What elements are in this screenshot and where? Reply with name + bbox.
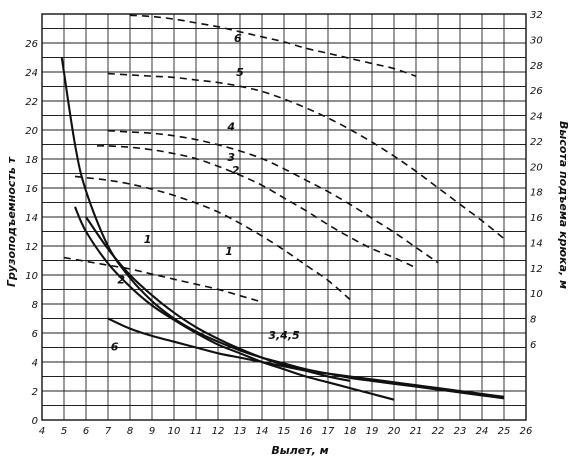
y-left-tick-label: 18 — [25, 155, 38, 166]
height-curve-2 — [74, 175, 351, 301]
y-right-tick-label: 28 — [530, 61, 543, 72]
y-left-tick-label: 14 — [25, 213, 38, 224]
y-right-tick-label: 18 — [530, 188, 543, 199]
series — [60, 14, 505, 401]
y-left-tick-label: 4 — [32, 358, 38, 369]
y-right-tick-label: 20 — [530, 162, 543, 173]
y-right-tick-label: 26 — [530, 86, 543, 97]
capacity-curve-3-4-5 — [60, 57, 505, 400]
height-curve-3 — [96, 145, 417, 269]
capacity-curve-2 — [74, 206, 395, 401]
y-left-tick-label: 8 — [32, 300, 38, 311]
y-right-tick-label: 24 — [530, 112, 543, 123]
y-right-axis-label: Высота подъема крюка, м — [557, 121, 570, 289]
x-tick-label: 7 — [105, 426, 112, 437]
capacity-curve-label: 2 — [117, 274, 125, 287]
x-tick-label: 18 — [344, 426, 357, 437]
y-left-tick-label: 20 — [25, 126, 38, 137]
x-tick-label: 23 — [454, 426, 467, 437]
x-tick-label: 15 — [278, 426, 291, 437]
y-left-axis-label: Грузоподъемность т — [5, 156, 18, 287]
height-curve-label: 5 — [236, 66, 244, 79]
x-tick-label: 20 — [388, 426, 401, 437]
y-right-tick-label: 12 — [530, 264, 543, 275]
y-right-tick-label: 30 — [530, 35, 543, 46]
x-tick-label: 24 — [476, 426, 489, 437]
x-tick-label: 25 — [498, 426, 511, 437]
x-tick-label: 19 — [366, 426, 379, 437]
y-left-tick-label: 12 — [25, 242, 38, 253]
capacity-curve-6 — [107, 317, 505, 398]
y-left-tick-label: 26 — [25, 39, 38, 50]
height-curve-label: 3 — [227, 151, 235, 164]
x-tick-label: 14 — [256, 426, 269, 437]
x-tick-label: 13 — [234, 426, 247, 437]
height-curve-1 — [63, 256, 263, 303]
x-tick-label: 10 — [168, 426, 181, 437]
x-tick-label: 22 — [432, 426, 445, 437]
x-tick-label: 17 — [322, 426, 335, 437]
capacity-curve-label: 1 — [144, 233, 152, 246]
x-tick-label: 16 — [300, 426, 313, 437]
x-tick-label: 9 — [149, 426, 155, 437]
y-left-tick-label: 22 — [25, 97, 38, 108]
height-curve-label: 6 — [234, 32, 242, 45]
x-tick-label: 8 — [127, 426, 133, 437]
height-curve-5 — [107, 72, 505, 240]
capacity-curve-label: 3,4,5 — [268, 329, 300, 342]
y-right-tick-label: 32 — [530, 10, 543, 21]
plot-frame — [41, 13, 527, 421]
x-tick-labels: 4 5 6 7 8 9 10 11 12 13 14 15 16 17 18 19 20 21 22 23 24 25 26 — [39, 426, 533, 437]
x-axis-label: Вылет, м — [271, 444, 328, 457]
height-curve-4 — [107, 129, 439, 264]
x-tick-label: 11 — [190, 426, 203, 437]
x-tick-label: 26 — [520, 426, 533, 437]
height-curve-label: 2 — [232, 164, 240, 177]
y-left-tick-label: 10 — [25, 271, 38, 282]
capacity-curve-label: 6 — [111, 340, 119, 353]
y-right-tick-label: 6 — [530, 340, 536, 351]
y-right-tick-label: 16 — [530, 213, 543, 224]
x-tick-label: 5 — [61, 426, 67, 437]
y-left-tick-label: 2 — [32, 387, 38, 398]
height-curve-label: 1 — [225, 245, 233, 258]
x-tick-label: 4 — [39, 426, 45, 437]
grid — [41, 13, 527, 421]
x-tick-label: 6 — [83, 426, 89, 437]
y-right-tick-labels: 6 8 10 12 14 16 18 20 22 24 26 28 30 32 — [530, 10, 543, 351]
y-right-tick-label: 14 — [530, 238, 543, 249]
y-right-tick-label: 8 — [530, 315, 536, 326]
y-left-tick-label: 16 — [25, 184, 38, 195]
x-tick-label: 12 — [212, 426, 225, 437]
y-right-tick-label: 22 — [530, 137, 543, 148]
height-curve-6 — [129, 14, 417, 77]
y-right-tick-label: 10 — [530, 289, 543, 300]
y-left-tick-label: 6 — [32, 329, 38, 340]
y-left-tick-label: 24 — [25, 68, 38, 79]
x-tick-label: 21 — [410, 426, 423, 437]
y-left-tick-label: 0 — [32, 416, 38, 427]
height-curve-label: 4 — [226, 121, 235, 134]
